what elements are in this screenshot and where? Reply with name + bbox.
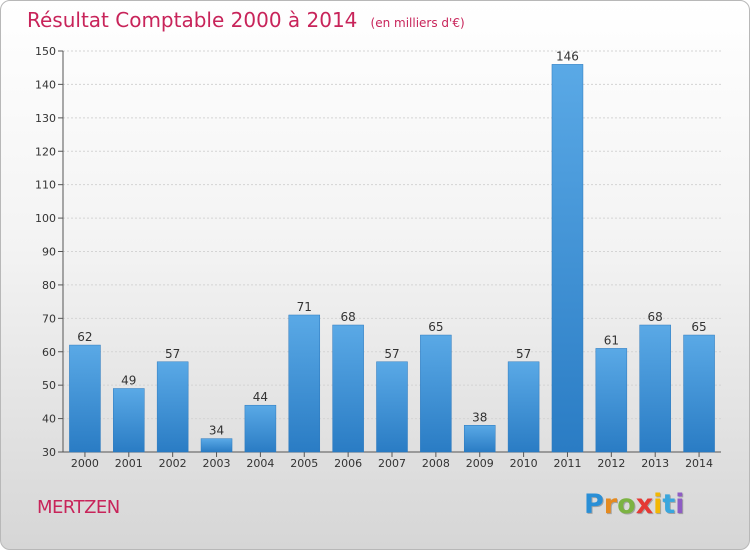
y-tick-label: 70 xyxy=(42,312,56,325)
data-label: 68 xyxy=(340,310,355,324)
y-tick-label: 130 xyxy=(35,112,56,125)
bar xyxy=(69,344,101,453)
chart-title-text: Résultat Comptable 2000 à 2014 xyxy=(27,8,358,32)
bar xyxy=(200,438,233,453)
y-tick-label: 100 xyxy=(35,212,56,225)
data-label: 57 xyxy=(516,347,531,361)
bar xyxy=(463,425,496,453)
y-tick-label: 40 xyxy=(42,413,56,426)
chart-subtitle: (en milliers d'€) xyxy=(370,16,465,30)
brand-letter: r xyxy=(603,489,618,520)
y-tick-label: 60 xyxy=(42,346,56,359)
y-tick-label: 50 xyxy=(42,379,56,392)
bar xyxy=(507,361,540,453)
data-label: 68 xyxy=(648,310,663,324)
x-tick-label: 2007 xyxy=(378,457,406,470)
x-tick-label: 2008 xyxy=(422,457,450,470)
data-label: 57 xyxy=(165,347,180,361)
data-label: 49 xyxy=(121,374,136,388)
data-label: 44 xyxy=(253,390,268,404)
data-label: 65 xyxy=(691,320,706,334)
x-tick-label: 2006 xyxy=(334,457,362,470)
x-tick-label: 2001 xyxy=(115,457,143,470)
bar xyxy=(595,348,628,453)
y-tick-label: 150 xyxy=(35,45,56,58)
x-tick-label: 2002 xyxy=(159,457,187,470)
x-tick-label: 2004 xyxy=(246,457,274,470)
bar xyxy=(420,334,452,453)
data-label: 71 xyxy=(297,300,312,314)
bars xyxy=(69,64,715,453)
brand-letter: i xyxy=(653,489,663,520)
bar xyxy=(288,314,321,453)
y-tick-label: 30 xyxy=(42,446,56,459)
brand-letter: i xyxy=(675,489,685,520)
bar xyxy=(332,324,364,453)
x-tick-label: 2005 xyxy=(290,457,318,470)
data-label: 65 xyxy=(428,320,443,334)
x-tick-label: 2013 xyxy=(641,457,669,470)
bar xyxy=(551,64,584,453)
x-tick-label: 2003 xyxy=(203,457,231,470)
bar xyxy=(639,324,671,453)
commune-name: MERTZEN xyxy=(37,497,120,518)
y-tick-label: 90 xyxy=(42,246,56,259)
x-tick-label: 2000 xyxy=(71,457,99,470)
y-tick-label: 120 xyxy=(35,145,56,158)
y-tick-label: 80 xyxy=(42,279,56,292)
y-tick-label: 110 xyxy=(35,179,56,192)
x-tick-label: 2010 xyxy=(510,457,538,470)
brand-letter: t xyxy=(662,489,676,520)
chart-title: Résultat Comptable 2000 à 2014 (en milli… xyxy=(27,8,465,32)
data-label: 62 xyxy=(77,330,92,344)
bar xyxy=(113,388,145,453)
x-tick-label: 2011 xyxy=(553,457,581,470)
brand-letter: x xyxy=(635,489,654,520)
bar xyxy=(244,404,277,453)
data-label: 34 xyxy=(209,424,224,438)
x-tick-label: 2014 xyxy=(685,457,713,470)
x-tick-label: 2012 xyxy=(597,457,625,470)
y-tick-label: 140 xyxy=(35,78,56,91)
bar xyxy=(376,361,408,453)
bar xyxy=(683,334,715,453)
data-label: 57 xyxy=(384,347,399,361)
bar xyxy=(156,361,189,453)
brand-letter: o xyxy=(617,489,636,520)
brand-letter: P xyxy=(584,489,604,520)
data-label: 146 xyxy=(556,49,579,63)
labels: 30 40 50 60 70 80 90 100 110 120 130 140 150 62 2000 49… xyxy=(35,45,713,470)
x-tick-label: 2009 xyxy=(466,457,494,470)
brand-logo: Proxiti xyxy=(584,489,685,520)
data-label: 61 xyxy=(604,333,619,347)
data-label: 38 xyxy=(472,410,487,424)
